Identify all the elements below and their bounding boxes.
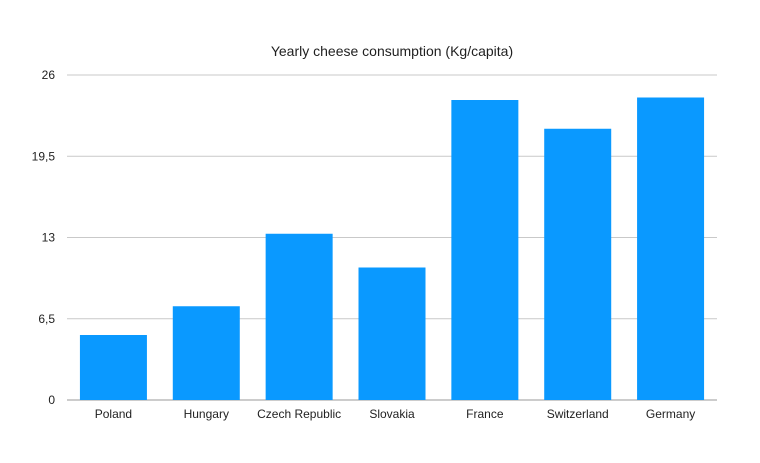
x-tick-label: Switzerland bbox=[547, 407, 609, 421]
bar-slovakia bbox=[358, 267, 426, 400]
y-tick-label: 26 bbox=[42, 68, 56, 82]
x-tick-label: Germany bbox=[646, 407, 695, 421]
bars bbox=[79, 97, 705, 400]
chart-title: Yearly cheese consumption (Kg/capita) bbox=[271, 43, 513, 59]
y-tick-label: 13 bbox=[42, 231, 56, 245]
bar-switzerland bbox=[544, 128, 612, 400]
bar-poland bbox=[79, 335, 147, 400]
y-tick-label: 19,5 bbox=[32, 149, 56, 163]
x-tick-label: Poland bbox=[95, 407, 132, 421]
x-tick-label: Slovakia bbox=[369, 407, 415, 421]
x-axis-ticks: Poland Hungary Czech Republic Slovakia Franc… bbox=[95, 407, 696, 421]
x-tick-label: Czech Republic bbox=[257, 407, 341, 421]
y-tick-label: 6,5 bbox=[38, 312, 55, 326]
bar-hungary bbox=[172, 306, 240, 400]
bar-france bbox=[451, 100, 519, 400]
x-tick-label: Hungary bbox=[184, 407, 229, 421]
bar-czech-republic bbox=[265, 233, 333, 400]
x-tick-label: France bbox=[466, 407, 504, 421]
y-axis-ticks: 0 6,5 13 19,5 26 bbox=[32, 68, 56, 407]
bar-germany bbox=[637, 97, 705, 400]
y-tick-label: 0 bbox=[48, 393, 55, 407]
